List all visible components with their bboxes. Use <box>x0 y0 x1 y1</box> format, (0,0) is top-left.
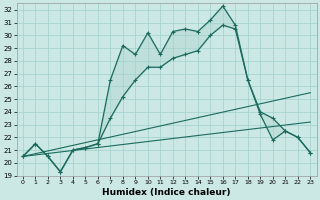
X-axis label: Humidex (Indice chaleur): Humidex (Indice chaleur) <box>102 188 231 197</box>
